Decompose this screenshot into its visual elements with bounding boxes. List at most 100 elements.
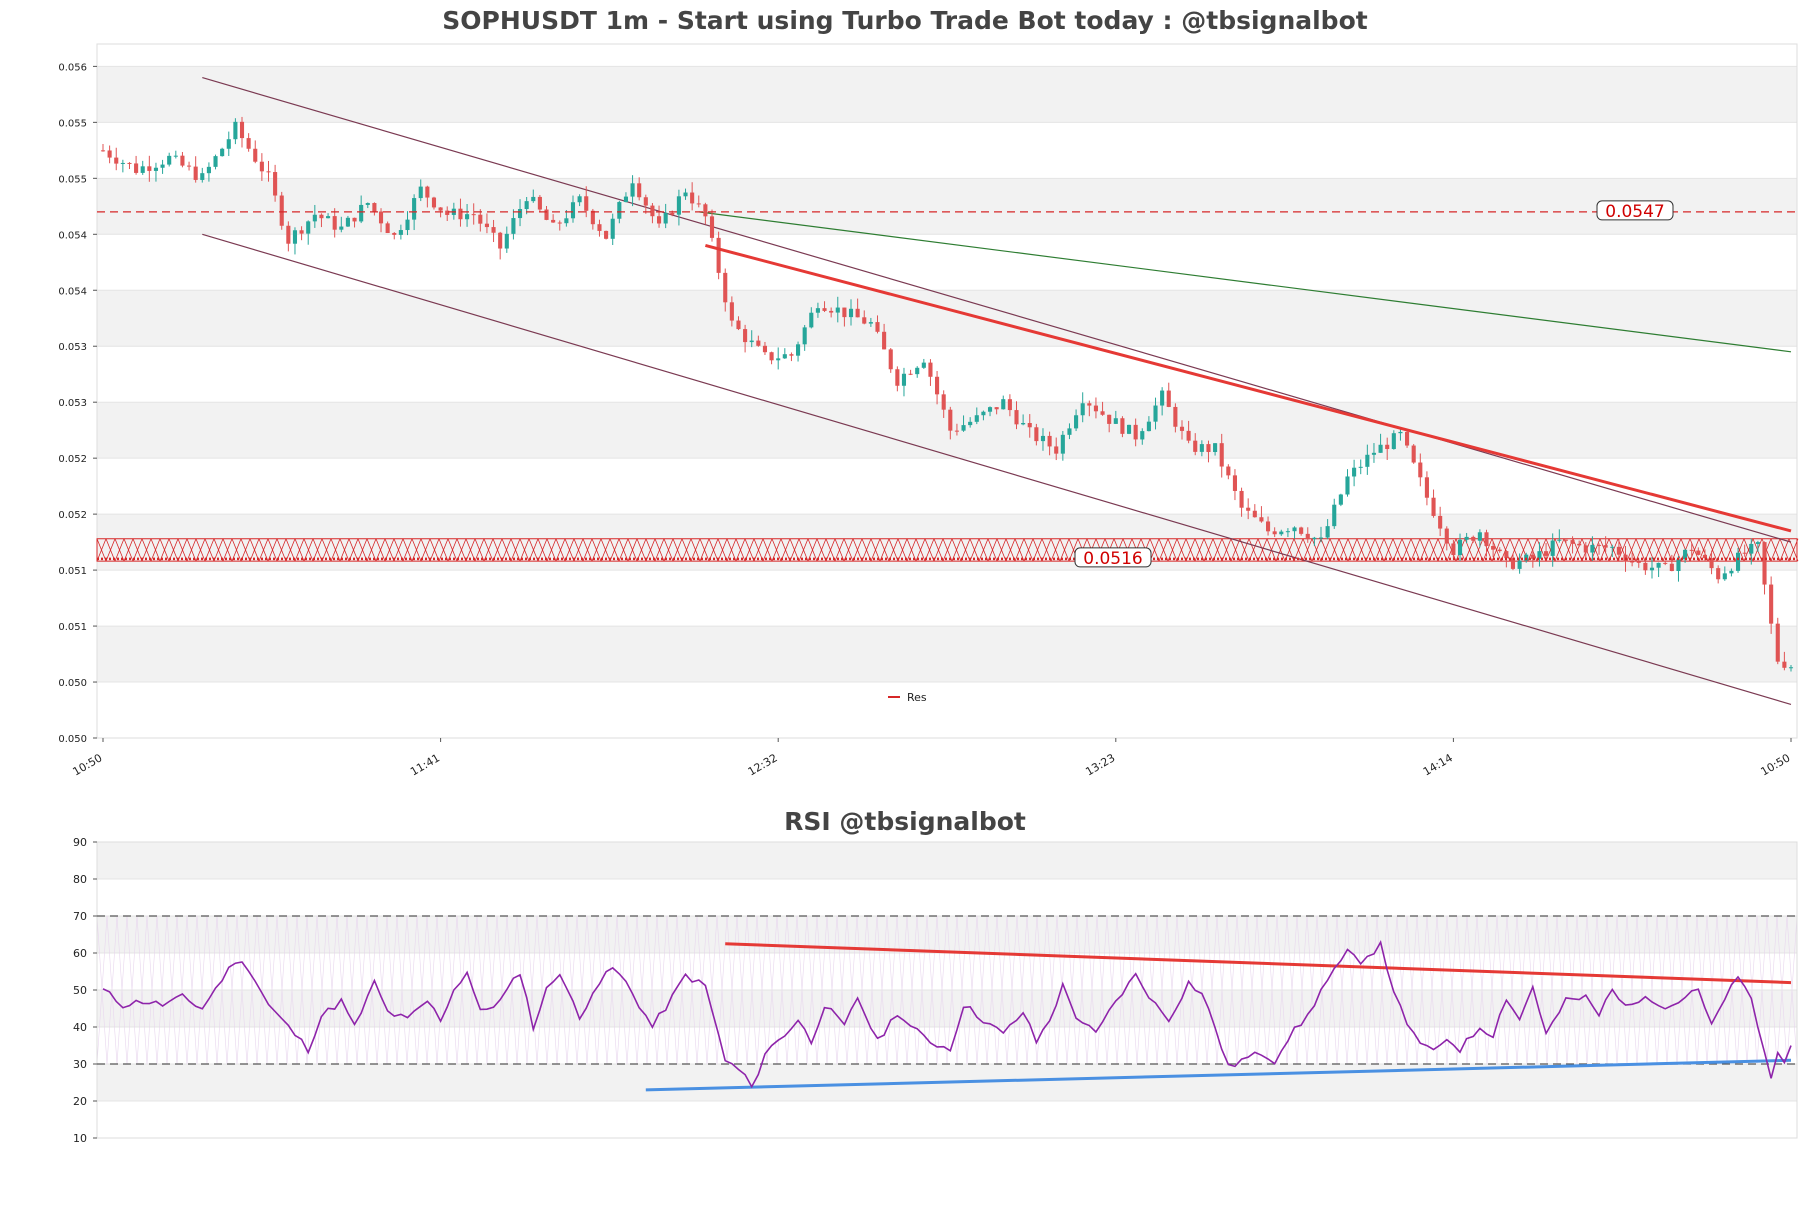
rsi-hatch	[1116, 915, 1128, 1065]
candle-body	[1676, 559, 1681, 572]
rsi-hatch	[1076, 915, 1088, 1065]
rsi-hatch	[1186, 915, 1198, 1065]
candle-body	[630, 183, 635, 197]
candle-body	[1213, 443, 1218, 453]
candle-body	[1616, 546, 1621, 555]
candle-body	[1285, 531, 1290, 533]
zone-hatch	[285, 538, 296, 562]
rsi-line	[102, 940, 1792, 1089]
candle-body	[941, 394, 946, 410]
candle-body	[1232, 475, 1238, 491]
zone-hatch	[609, 538, 620, 562]
zone-hatch	[825, 538, 836, 562]
zone-hatch	[141, 538, 152, 562]
candle-body	[895, 369, 900, 386]
candle-body	[1702, 554, 1707, 559]
rsi-hatch	[846, 915, 858, 1065]
rsi-hatch	[956, 915, 968, 1065]
zone-hatch	[312, 538, 323, 562]
zone-hatch	[618, 538, 629, 562]
candle-body	[1537, 551, 1542, 559]
rsi-hatch	[436, 915, 448, 1065]
candle-body	[1305, 533, 1310, 540]
rsi-hatch	[886, 915, 898, 1065]
rsi-y-tick-label: 40	[73, 1021, 87, 1034]
candle-body	[796, 344, 801, 356]
candle-body	[292, 230, 298, 244]
zone-hatch	[1176, 538, 1187, 562]
zone-hatch	[924, 538, 935, 562]
level-label: 0.0516	[1083, 549, 1142, 569]
candle-body	[756, 340, 761, 346]
candle-body	[511, 218, 516, 234]
rsi-hatch	[596, 915, 608, 1065]
rsi-hatch	[1006, 915, 1018, 1065]
candle-body	[1332, 504, 1337, 527]
candle-body	[1126, 424, 1132, 434]
rsi-hatch	[706, 915, 718, 1065]
rsi-hatch	[1316, 915, 1328, 1065]
candle-body	[385, 223, 390, 234]
candle-body	[1299, 527, 1304, 534]
candle-body	[1338, 494, 1343, 505]
zone-hatch	[510, 538, 521, 562]
zone-hatch	[1329, 538, 1340, 562]
rsi-hatch	[276, 915, 288, 1065]
candle-body	[1544, 551, 1549, 556]
rsi-hatch	[1236, 915, 1248, 1065]
candle-body	[617, 202, 622, 219]
zone-hatch	[1356, 538, 1367, 562]
candle-body	[1365, 454, 1370, 467]
candle-body	[901, 373, 907, 386]
candle-body	[882, 331, 887, 350]
candle-body	[120, 162, 125, 164]
overlay-lines	[202, 77, 1792, 705]
zone-hatch	[1716, 538, 1727, 562]
rsi-hatch	[1156, 915, 1168, 1065]
rsi-hatch	[686, 915, 698, 1065]
candle-body	[220, 148, 225, 157]
rsi-hatch	[566, 915, 578, 1065]
zone-hatch	[1221, 538, 1232, 562]
candle-body	[517, 209, 523, 219]
zone-hatch	[1257, 538, 1268, 562]
candle-body	[921, 362, 926, 368]
rsi-hatch	[1226, 915, 1238, 1065]
candle-body	[147, 166, 152, 171]
zone-hatch	[402, 538, 413, 562]
zone-hatch	[1347, 538, 1358, 562]
zone-hatch	[1023, 538, 1034, 562]
zone-hatch	[1626, 538, 1637, 562]
candle-body	[1530, 554, 1535, 559]
candle-body	[1391, 433, 1396, 450]
rsi-hatch	[1366, 915, 1378, 1065]
candle-body	[365, 203, 370, 205]
rsi-hatch	[446, 915, 458, 1065]
zone-hatch	[267, 538, 278, 562]
zone-hatch	[303, 538, 314, 562]
rsi-hatch	[1626, 915, 1638, 1065]
candle-body	[1199, 444, 1204, 452]
price-band	[97, 514, 1797, 571]
zone-hatch	[654, 538, 665, 562]
zone-hatch	[663, 538, 674, 562]
rsi-y-tick-label: 10	[73, 1132, 87, 1145]
rsi-hatch	[1266, 915, 1278, 1065]
candle-body	[1517, 560, 1522, 569]
candle-body	[326, 216, 331, 219]
candle-body	[1510, 558, 1516, 569]
zone-hatch	[672, 538, 683, 562]
rsi-hatch	[216, 915, 228, 1065]
candle-body	[378, 211, 384, 224]
zone-hatch	[834, 538, 845, 562]
rsi-support-line	[645, 1058, 1792, 1092]
level-label-box	[1596, 200, 1674, 221]
rsi-hatch	[726, 915, 738, 1065]
zone-hatch	[1302, 538, 1313, 562]
zone-hatch	[645, 538, 656, 562]
rsi-hatch	[116, 915, 128, 1065]
candle-body	[233, 121, 238, 140]
zone-hatch	[879, 538, 890, 562]
candle-body	[1093, 405, 1098, 412]
zone-hatch	[699, 538, 710, 562]
